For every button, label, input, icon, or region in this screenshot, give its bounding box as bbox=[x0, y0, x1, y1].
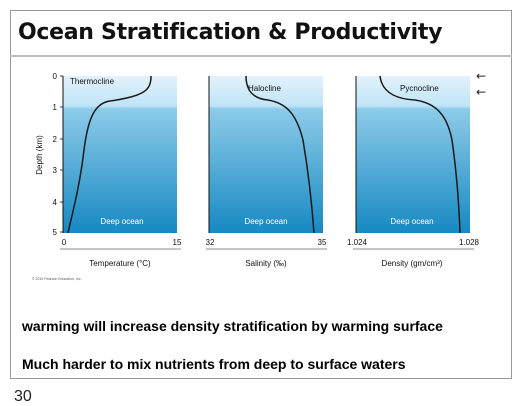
x-axis-label-density: Density (gm/cm³) bbox=[382, 259, 443, 268]
deep-ocean-label-temperature: Deep ocean bbox=[100, 217, 143, 226]
arrow-left-icon: ← bbox=[476, 69, 486, 83]
halocline-label: Halocline bbox=[248, 84, 281, 93]
ocean-gradient-temperature bbox=[63, 76, 177, 233]
arrow-left-icon: ← bbox=[476, 85, 486, 99]
y-tick-1: 1 bbox=[53, 103, 58, 112]
caption-nutrients: Much harder to mix nutrients from deep t… bbox=[22, 356, 406, 372]
pycnocline-curve bbox=[379, 75, 461, 234]
thermocline-label: Thermocline bbox=[70, 77, 115, 86]
stratification-figure: Depth (km) 0 1 2 3 4 5 Thermocline Deep … bbox=[32, 69, 486, 281]
x-max-salinity: 35 bbox=[318, 238, 327, 247]
ocean-gradient-density bbox=[356, 76, 470, 233]
x-min-salinity: 32 bbox=[206, 238, 215, 247]
panel-density: Pycnocline Deep ocean 1.024 1.028 Densit… bbox=[347, 75, 480, 268]
x-max-density: 1.028 bbox=[459, 238, 480, 247]
panel-temperature: Thermocline Deep ocean 0 15 Temperature … bbox=[60, 75, 182, 268]
y-tick-2: 2 bbox=[53, 135, 58, 144]
title-divider bbox=[10, 55, 512, 57]
y-axis-ticks: 0 1 2 3 4 5 bbox=[53, 72, 58, 237]
y-axis-label: Depth (km) bbox=[35, 135, 44, 175]
thermocline-curve bbox=[67, 75, 152, 234]
x-max-temperature: 15 bbox=[173, 238, 182, 247]
pycnocline-label: Pycnocline bbox=[400, 84, 439, 93]
ocean-gradient-salinity bbox=[209, 76, 323, 233]
halocline-curve bbox=[245, 75, 315, 234]
panel-salinity: Halocline Deep ocean 32 35 Salinity (‰) bbox=[206, 75, 327, 268]
x-axis-label-salinity: Salinity (‰) bbox=[245, 259, 287, 268]
deep-ocean-label-density: Deep ocean bbox=[390, 217, 433, 226]
y-tick-4: 4 bbox=[53, 198, 58, 207]
deep-ocean-label-salinity: Deep ocean bbox=[244, 217, 287, 226]
x-min-density: 1.024 bbox=[347, 238, 368, 247]
x-axis-label-temperature: Temperature (°C) bbox=[89, 259, 151, 268]
caption-warming: warming will increase density stratifica… bbox=[22, 318, 443, 334]
y-tick-5: 5 bbox=[53, 228, 58, 237]
x-min-temperature: 0 bbox=[62, 238, 67, 247]
page-number: 30 bbox=[14, 388, 32, 405]
slide-title: Ocean Stratification & Productivity bbox=[18, 20, 443, 45]
copyright-text: © 2010 Pearson Education, Inc. bbox=[32, 277, 81, 281]
y-tick-3: 3 bbox=[53, 166, 58, 175]
y-tick-0: 0 bbox=[53, 72, 58, 81]
